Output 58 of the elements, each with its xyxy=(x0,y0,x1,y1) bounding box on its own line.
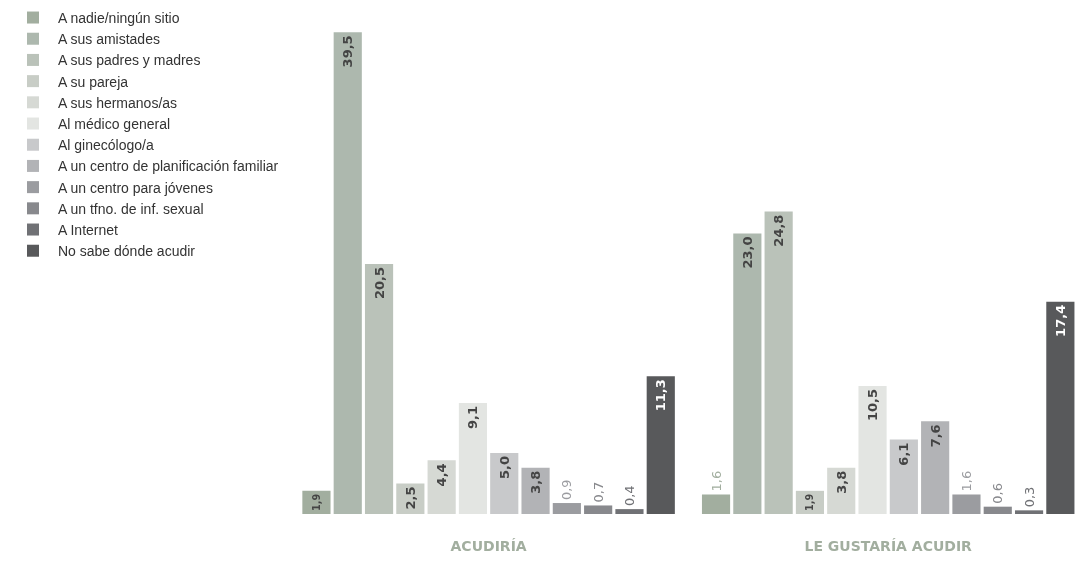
bar xyxy=(521,467,550,514)
bar xyxy=(1014,510,1044,514)
data-label: 4,4 xyxy=(434,463,450,487)
data-label: 3,8 xyxy=(833,470,849,494)
bar xyxy=(921,421,950,514)
legend-label: A nadie/ningún sitio xyxy=(58,9,180,26)
bar xyxy=(584,505,613,514)
bar xyxy=(552,503,581,514)
data-label: 1,9 xyxy=(804,493,816,511)
legend-label: A sus padres y madres xyxy=(58,52,201,69)
data-label: 10,5 xyxy=(865,388,881,422)
data-label: 0,3 xyxy=(1021,486,1037,508)
bar xyxy=(764,211,793,514)
bar xyxy=(333,32,362,514)
bar xyxy=(364,264,394,514)
bar xyxy=(733,233,762,514)
bar xyxy=(646,376,675,514)
data-label: 5,0 xyxy=(496,456,512,480)
legend-label: Al médico general xyxy=(58,115,171,132)
data-label: 1,6 xyxy=(958,470,974,492)
bar xyxy=(983,506,1012,514)
bar xyxy=(615,509,644,514)
bar xyxy=(889,439,918,514)
data-label: 3,8 xyxy=(528,470,544,494)
legend-label: A Internet xyxy=(58,221,119,238)
legend-label: A sus amistades xyxy=(58,31,160,48)
bar xyxy=(1046,301,1075,514)
legend-label: A su pareja xyxy=(58,73,129,90)
legend-label: A sus hermanos/as xyxy=(58,94,178,111)
legend-label: Al ginecólogo/a xyxy=(58,137,154,154)
bar xyxy=(427,460,456,514)
legend-label: No sabe dónde acudir xyxy=(58,243,196,260)
data-label: 0,7 xyxy=(590,481,606,503)
data-label: 39,5 xyxy=(340,35,356,68)
legend-label: A un tfno. de inf. sexual xyxy=(58,200,204,217)
bar xyxy=(858,385,887,514)
legend-label: A un centro para jóvenes xyxy=(58,179,213,196)
data-label: 1,9 xyxy=(310,493,322,511)
data-label: 0,9 xyxy=(559,479,575,501)
data-label: 1,6 xyxy=(708,470,724,492)
data-label: 6,1 xyxy=(896,442,912,466)
bar xyxy=(952,494,981,514)
data-label: 0,6 xyxy=(990,482,1006,504)
data-label: 24,8 xyxy=(771,214,787,247)
data-label: 2,5 xyxy=(402,486,418,510)
bar xyxy=(701,494,731,514)
data-label: 7,6 xyxy=(927,424,943,448)
bar xyxy=(490,453,519,514)
legend-label: A un centro de planificación familiar xyxy=(58,158,279,175)
bar xyxy=(458,403,488,514)
x-tick-label: ACUDIRÍA xyxy=(450,538,527,554)
data-label: 17,4 xyxy=(1052,304,1068,337)
data-label: 9,1 xyxy=(465,406,481,430)
data-label: 11,3 xyxy=(653,379,669,412)
data-label: 23,0 xyxy=(739,236,755,269)
data-label: 20,5 xyxy=(371,267,387,300)
data-label: 0,4 xyxy=(621,485,637,507)
x-tick-label: LE GUSTARÍA ACUDIR xyxy=(804,538,973,554)
